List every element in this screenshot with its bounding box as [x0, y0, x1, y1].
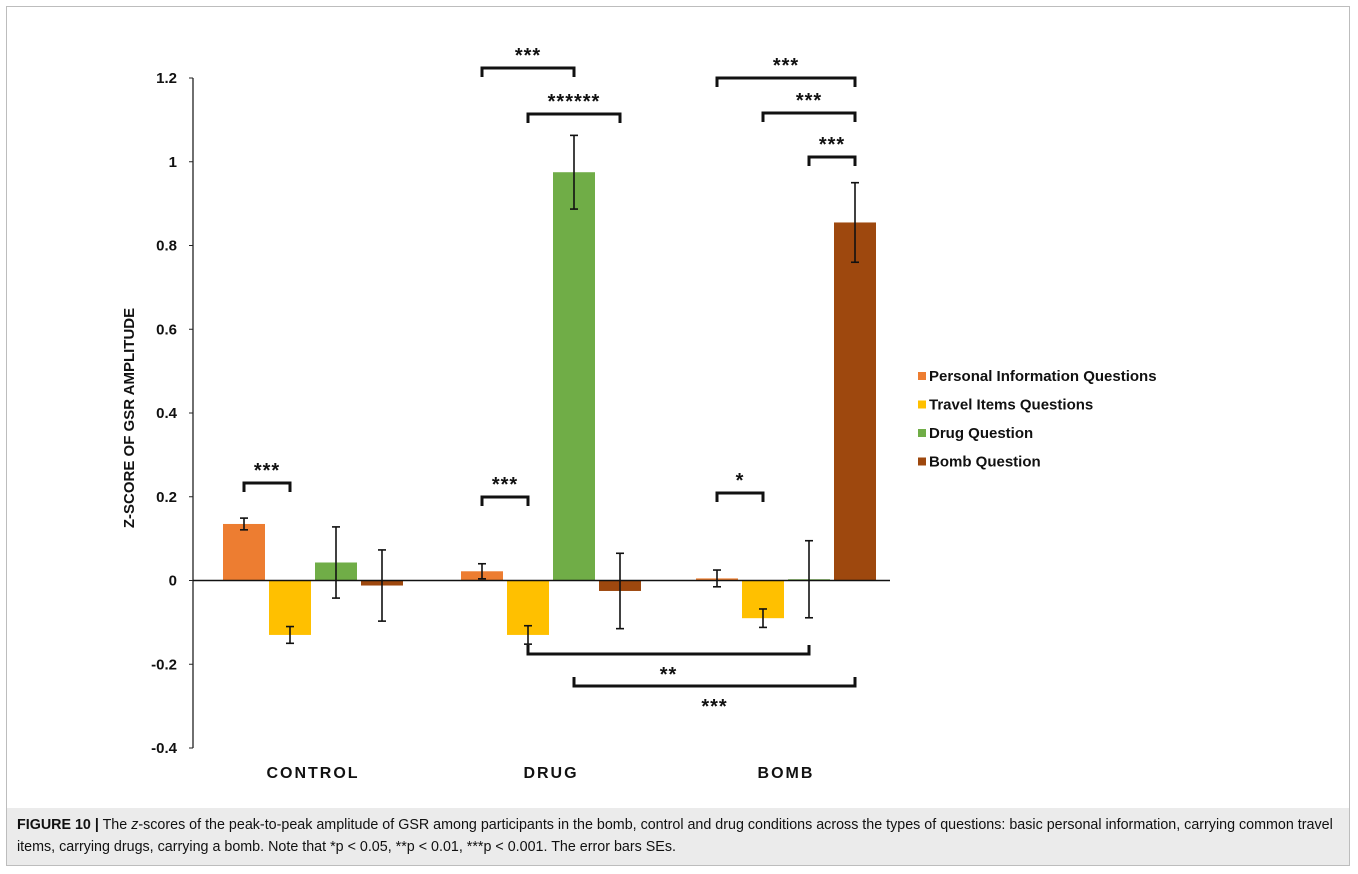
significance-label: *: [736, 470, 745, 492]
significance-bracket: [572, 677, 857, 688]
y-tick-label: 0.6: [156, 321, 177, 338]
significance-label: ******: [548, 91, 601, 113]
significance-label: ***: [773, 55, 799, 77]
caption-label: FIGURE 10 |: [17, 817, 99, 833]
significance-label: ***: [492, 474, 518, 496]
significance-bracket: [715, 491, 765, 502]
y-axis: 1.2 1 0.8 0.6 0.4 0.2 0 -0.2 -0.4: [151, 70, 194, 757]
significance-label: ***: [819, 134, 845, 156]
significance-label: ***: [701, 696, 727, 718]
bars: [223, 172, 876, 635]
caption-text-2: -scores of the peak-to-peak amplitude of…: [17, 817, 1333, 855]
x-category-label: DRUG: [523, 765, 578, 782]
figure-caption: FIGURE 10 | The z-scores of the peak-to-…: [7, 808, 1349, 865]
significance-label: ***: [254, 460, 280, 482]
legend-entry: Bomb Question: [929, 454, 1041, 471]
legend-entry: Drug Question: [929, 425, 1033, 442]
significance-label: **: [660, 664, 678, 686]
legend-swatch: [918, 372, 926, 380]
x-category-label: BOMB: [758, 765, 815, 782]
bar: [223, 523, 265, 581]
significance-bracket: [715, 76, 857, 87]
legend-swatch: [918, 400, 926, 409]
significance-bracket: [480, 495, 530, 506]
bar: [553, 172, 595, 581]
legend-entry: Personal Information Questions: [929, 368, 1157, 385]
significance-bracket: [761, 111, 857, 122]
y-tick-label: 0.4: [156, 405, 178, 422]
y-tick-label: 0.8: [156, 238, 177, 255]
x-categories: CONTROL DRUG BOMB: [266, 765, 815, 782]
caption-z: z: [131, 817, 139, 833]
significance-brackets: ******************************: [242, 45, 857, 718]
significance-bracket: [242, 481, 292, 492]
significance-bracket: [526, 112, 622, 123]
x-category-label: CONTROL: [266, 765, 359, 782]
y-tick-label: -0.2: [151, 656, 177, 673]
significance-label: ***: [515, 45, 541, 67]
y-tick-label: 1.2: [156, 70, 177, 87]
y-tick-label: -0.4: [151, 740, 178, 757]
legend: Personal Information Questions Travel Ite…: [918, 368, 1157, 471]
y-axis-label: Z-SCORE OF GSR AMPLITUDE: [121, 308, 138, 528]
y-tick-label: 0.2: [156, 489, 177, 506]
legend-swatch: [918, 429, 926, 437]
legend-entry: Travel Items Questions: [929, 397, 1093, 414]
significance-bracket: [480, 66, 576, 77]
error-bars: [240, 134, 859, 645]
bar: [834, 222, 876, 581]
caption-text-1: The: [98, 817, 132, 833]
legend-swatch: [918, 457, 926, 466]
y-tick-label: 0: [169, 573, 177, 590]
caption-note: *p < 0.05, **p < 0.01, ***p < 0.001. The…: [330, 839, 676, 855]
chart: 1.2 1 0.8 0.6 0.4 0.2 0 -0.2 -0.4 CONTROL DRUG BOM…: [121, 45, 1157, 782]
figure-frame: [6, 6, 1350, 866]
significance-label: ***: [796, 90, 822, 112]
significance-bracket: [807, 155, 857, 166]
significance-bracket: [526, 645, 811, 656]
y-tick-label: 1: [169, 154, 177, 171]
